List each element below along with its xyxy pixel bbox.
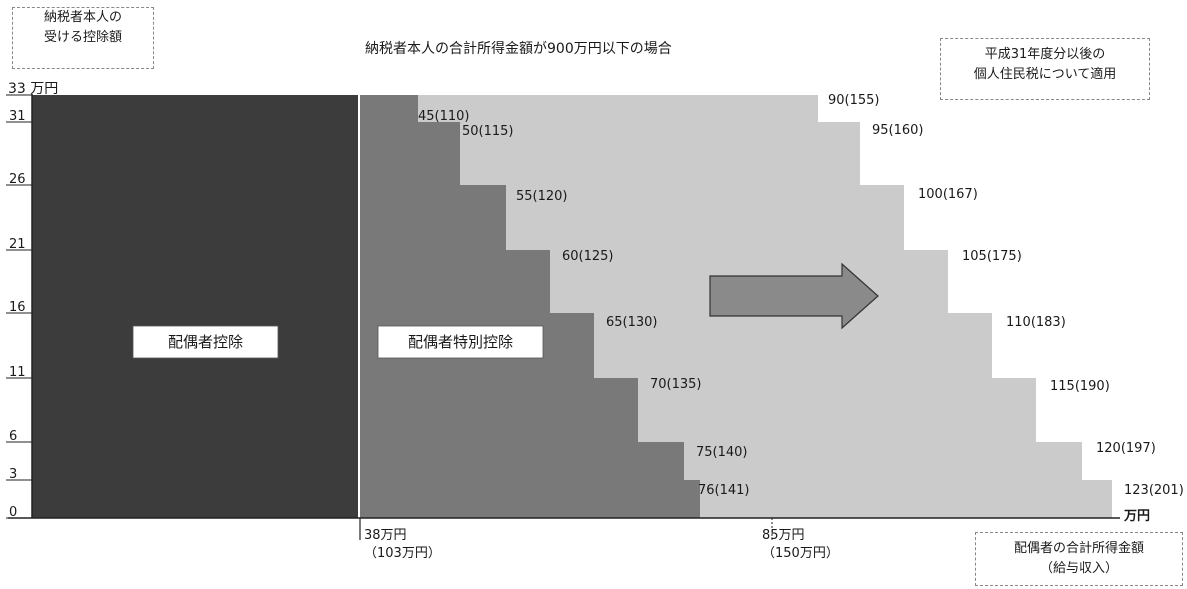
y-tick-label-31: 31 bbox=[9, 109, 26, 124]
applicability-line1: 平成31年度分以後の bbox=[984, 47, 1106, 62]
x-mark-85-line2: （150万円） bbox=[762, 546, 839, 561]
step-label: 90(155) bbox=[828, 93, 880, 108]
label-special-deduction-box bbox=[377, 325, 544, 359]
step-label: 55(120) bbox=[516, 189, 568, 204]
step-label: 65(130) bbox=[606, 315, 658, 330]
x-mark-38-line1: 38万円 bbox=[364, 528, 407, 543]
y-tick-label-11: 11 bbox=[9, 365, 26, 380]
step-label: 45(110) bbox=[418, 109, 470, 124]
step-label: 115(190) bbox=[1050, 379, 1110, 394]
x-mark-38-line2: （103万円） bbox=[364, 546, 441, 561]
step-label: 76(141) bbox=[698, 483, 750, 498]
y-tick-label-0: 0 bbox=[9, 505, 17, 520]
step-label: 100(167) bbox=[918, 187, 978, 202]
x-mark-38: 38万円 （103万円） bbox=[364, 527, 441, 563]
region-special-deduction bbox=[360, 95, 700, 518]
y-tick-label-26: 26 bbox=[9, 172, 26, 187]
step-label: 70(135) bbox=[650, 377, 702, 392]
y-tick-label-6: 6 bbox=[9, 429, 17, 444]
x-mark-85: 85万円 （150万円） bbox=[762, 527, 839, 563]
step-label: 75(140) bbox=[696, 445, 748, 460]
x-axis-title-line2: （給与収入） bbox=[1039, 561, 1118, 576]
y-tick-label-16: 16 bbox=[9, 300, 26, 315]
step-label: 50(115) bbox=[462, 124, 514, 139]
diagram-title: 納税者本人の合計所得金額が900万円以下の場合 bbox=[365, 41, 672, 57]
step-label: 110(183) bbox=[1006, 315, 1066, 330]
x-end-unit: 万円 bbox=[1124, 509, 1151, 524]
step-label: 123(201) bbox=[1124, 483, 1184, 498]
step-label: 120(197) bbox=[1096, 441, 1156, 456]
y-tick-label-3: 3 bbox=[9, 467, 17, 482]
y-top-label: 33 万円 bbox=[8, 81, 58, 97]
step-label: 60(125) bbox=[562, 249, 614, 264]
applicability-line2: 個人住民税について適用 bbox=[973, 67, 1117, 82]
applicability-box: 平成31年度分以後の 個人住民税について適用 bbox=[940, 38, 1150, 100]
y-axis-title-line1: 納税者本人の bbox=[43, 10, 122, 25]
label-spouse-deduction-box bbox=[132, 325, 279, 359]
y-axis-title-line2: 受ける控除額 bbox=[43, 30, 122, 45]
step-label: 105(175) bbox=[962, 249, 1022, 264]
x-axis-title-box: 配偶者の合計所得金額 （給与収入） bbox=[975, 532, 1183, 586]
x-mark-85-line1: 85万円 bbox=[762, 528, 805, 543]
y-tick-label-21: 21 bbox=[9, 237, 26, 252]
y-axis-title-box: 納税者本人の 受ける控除額 bbox=[12, 7, 154, 69]
step-label: 95(160) bbox=[872, 123, 924, 138]
label-special-deduction: 配偶者特別控除 bbox=[408, 333, 513, 351]
label-spouse-deduction: 配偶者控除 bbox=[168, 333, 243, 351]
x-axis-title-line1: 配偶者の合計所得金額 bbox=[1013, 541, 1144, 556]
right-arrow-icon bbox=[709, 262, 879, 330]
region-spouse-deduction bbox=[32, 95, 358, 518]
